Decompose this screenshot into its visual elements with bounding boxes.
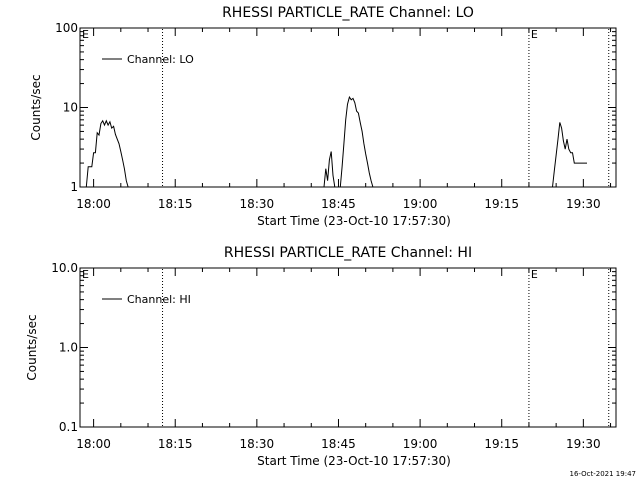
x-tick-label: 18:00 — [76, 437, 111, 451]
x-tick-label: 18:00 — [76, 197, 111, 211]
y-axis-label: Counts/sec — [25, 314, 39, 380]
x-tick-label: 19:00 — [403, 437, 438, 451]
chart-title: RHESSI PARTICLE_RATE Channel: HI — [224, 245, 472, 261]
data-series-line — [323, 151, 336, 188]
corner-marker-label: E — [82, 28, 89, 41]
y-axis-label: Counts/sec — [29, 74, 43, 140]
footer-timestamp: 16-Oct-2021 19:47 — [570, 470, 636, 478]
x-tick-label: 18:45 — [321, 437, 356, 451]
legend-label: Channel: HI — [127, 293, 191, 306]
event-marker-label: E — [531, 28, 538, 41]
y-tick-label: 1.0 — [59, 341, 78, 355]
x-tick-label: 19:15 — [484, 197, 519, 211]
x-tick-label: 18:15 — [158, 437, 193, 451]
y-tick-label: 100 — [55, 21, 78, 35]
y-tick-label: 10.0 — [51, 261, 78, 275]
x-axis-label: Start Time (23-Oct-10 17:57:30) — [257, 454, 451, 468]
x-tick-label: 18:30 — [240, 197, 275, 211]
data-series-line — [85, 119, 129, 188]
x-axis-label: Start Time (23-Oct-10 17:57:30) — [257, 214, 451, 228]
x-tick-label: 19:30 — [566, 197, 601, 211]
x-tick-label: 18:30 — [240, 437, 275, 451]
y-tick-label: 1 — [70, 180, 78, 194]
corner-marker-label: E — [82, 268, 89, 281]
x-tick-label: 18:45 — [321, 197, 356, 211]
y-tick-label: 10 — [63, 101, 78, 115]
x-tick-label: 19:00 — [403, 197, 438, 211]
data-series-line — [339, 95, 374, 188]
chart-title: RHESSI PARTICLE_RATE Channel: LO — [222, 5, 474, 21]
data-series-line — [552, 122, 587, 188]
x-tick-label: 19:15 — [484, 437, 519, 451]
legend-label: Channel: LO — [127, 53, 194, 66]
event-marker-label: E — [531, 268, 538, 281]
x-tick-label: 18:15 — [158, 197, 193, 211]
y-tick-label: 0.1 — [59, 420, 78, 434]
x-tick-label: 19:30 — [566, 437, 601, 451]
